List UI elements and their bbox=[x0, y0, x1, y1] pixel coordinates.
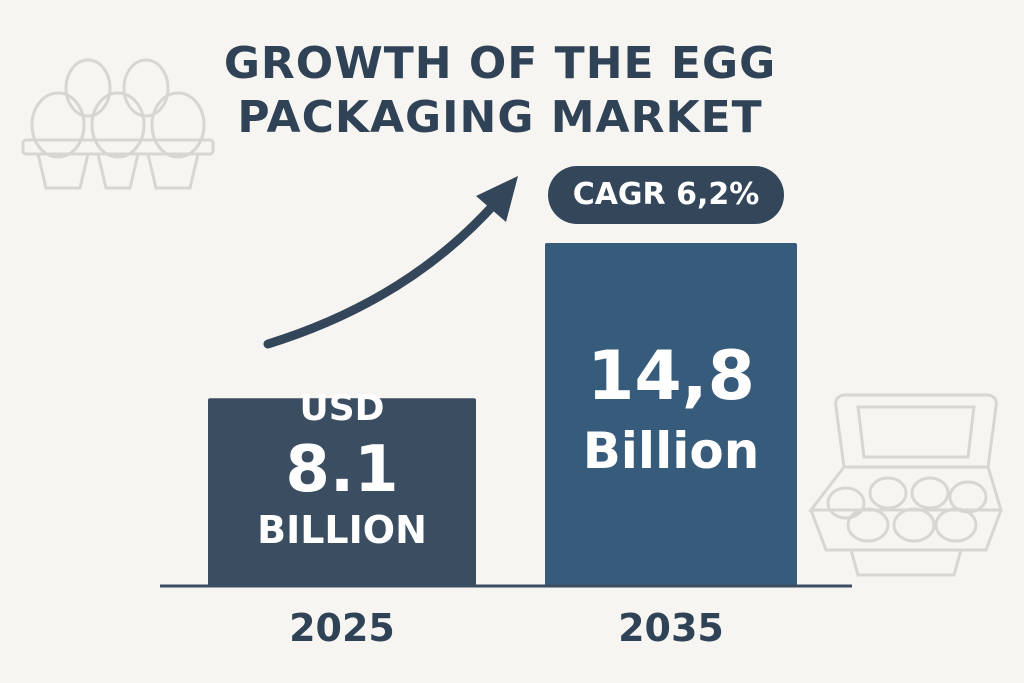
chart-title-line-2: PACKAGING MARKET bbox=[237, 92, 763, 143]
chart-title-line-1: GROWTH OF THE EGG bbox=[223, 38, 777, 89]
bar-2025-value-label: 8.1 bbox=[285, 433, 399, 507]
bar-2035-unit-label: Billion bbox=[582, 422, 760, 480]
growth-arrowhead-icon bbox=[476, 176, 518, 222]
egg-tray-icon bbox=[21, 58, 215, 190]
x-tick-label-2035: 2035 bbox=[618, 606, 724, 650]
x-tick-label-2025: 2025 bbox=[289, 606, 395, 650]
cagr-badge: CAGR 6,2% bbox=[548, 166, 784, 224]
egg-carton-icon bbox=[807, 393, 1004, 577]
bar-2025-currency-label: USD bbox=[299, 388, 385, 429]
growth-arrow-icon bbox=[263, 195, 503, 349]
bar-2035-value-label: 14,8 bbox=[587, 337, 755, 416]
bar-2025 bbox=[208, 398, 476, 586]
bar-2025-unit-label: BILLION bbox=[257, 508, 427, 552]
bar-2035 bbox=[545, 243, 797, 586]
